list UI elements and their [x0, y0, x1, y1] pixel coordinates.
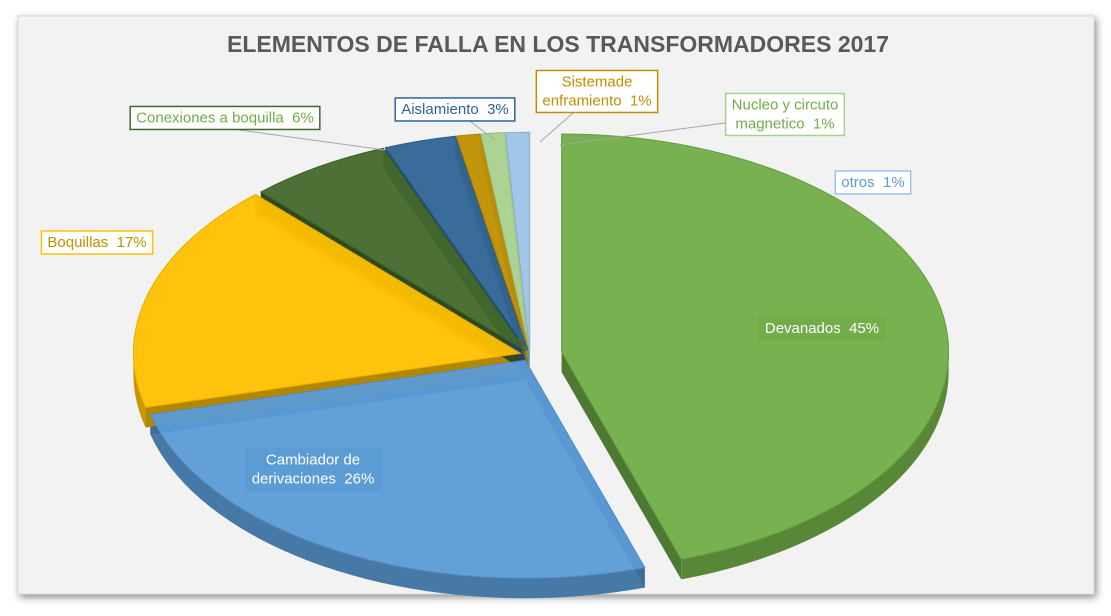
- slice: [132, 193, 522, 409]
- label-category: derivaciones: [252, 470, 336, 487]
- slice-face: [561, 351, 682, 580]
- slice: [504, 131, 531, 351]
- label-box: [724, 92, 846, 137]
- label-spacer: [284, 109, 292, 126]
- label-box: [394, 97, 516, 122]
- data-label: Cambiador de derivaciones 26%: [252, 451, 375, 487]
- slice-side: [150, 414, 645, 599]
- label-spacer: [336, 470, 344, 487]
- label-value: 6%: [292, 109, 314, 126]
- label-category: Boquillas: [47, 234, 108, 251]
- pie: [132, 131, 950, 599]
- label-spacer: [622, 92, 630, 109]
- label-value: 45%: [849, 320, 879, 337]
- slice: [259, 147, 527, 352]
- label-value: 26%: [344, 470, 374, 487]
- data-label: Sistemade enframiento 1%: [542, 73, 651, 109]
- label-category: Devanados: [765, 320, 841, 337]
- label-box: [834, 170, 912, 195]
- slice-side: [133, 353, 146, 428]
- label-value: 17%: [117, 234, 147, 251]
- label-category: Aislamiento: [401, 101, 479, 118]
- label-category: otros: [841, 174, 874, 191]
- label-box: [40, 230, 154, 255]
- label-category: Cambiador de: [266, 451, 360, 468]
- label-spacer: [108, 234, 116, 251]
- label-spacer: [875, 174, 883, 191]
- label-spacer: [805, 115, 813, 132]
- data-label: Conexiones a boquilla 6%: [136, 109, 314, 126]
- data-label: Aislamiento 3%: [401, 101, 509, 118]
- label-value: 1%: [630, 92, 652, 109]
- chart-title: ELEMENTOS DE FALLA EN LOS TRANSFORMADORE…: [227, 31, 889, 57]
- leader-line: [224, 127, 386, 151]
- label-category: enframiento: [542, 92, 621, 109]
- slice-side: [681, 351, 949, 580]
- slice: [149, 359, 646, 579]
- label-value: 1%: [813, 115, 835, 132]
- data-label: Nucleo y circuto magnetico 1%: [732, 96, 839, 132]
- data-label: Devanados 45%: [765, 320, 879, 337]
- label-box: [758, 316, 886, 341]
- label-box: [244, 447, 382, 492]
- label-box: [535, 69, 659, 114]
- data-label: Boquillas 17%: [47, 234, 146, 251]
- labels: Devanados 45% Cambiador de derivaciones 26…: [40, 69, 912, 492]
- data-label: otros 1%: [841, 174, 904, 191]
- label-category: Sistemade: [562, 73, 633, 90]
- label-category: Nucleo y circuto: [732, 96, 839, 113]
- label-category: Conexiones a boquilla: [136, 109, 284, 126]
- label-category: magnetico: [735, 115, 804, 132]
- slice: [561, 133, 950, 560]
- slice: [455, 133, 530, 351]
- label-spacer: [479, 101, 487, 118]
- label-value: 1%: [883, 174, 905, 191]
- slice: [480, 132, 530, 351]
- label-spacer: [841, 320, 849, 337]
- slice: [384, 135, 529, 351]
- label-value: 3%: [487, 101, 509, 118]
- label-box: [129, 105, 321, 131]
